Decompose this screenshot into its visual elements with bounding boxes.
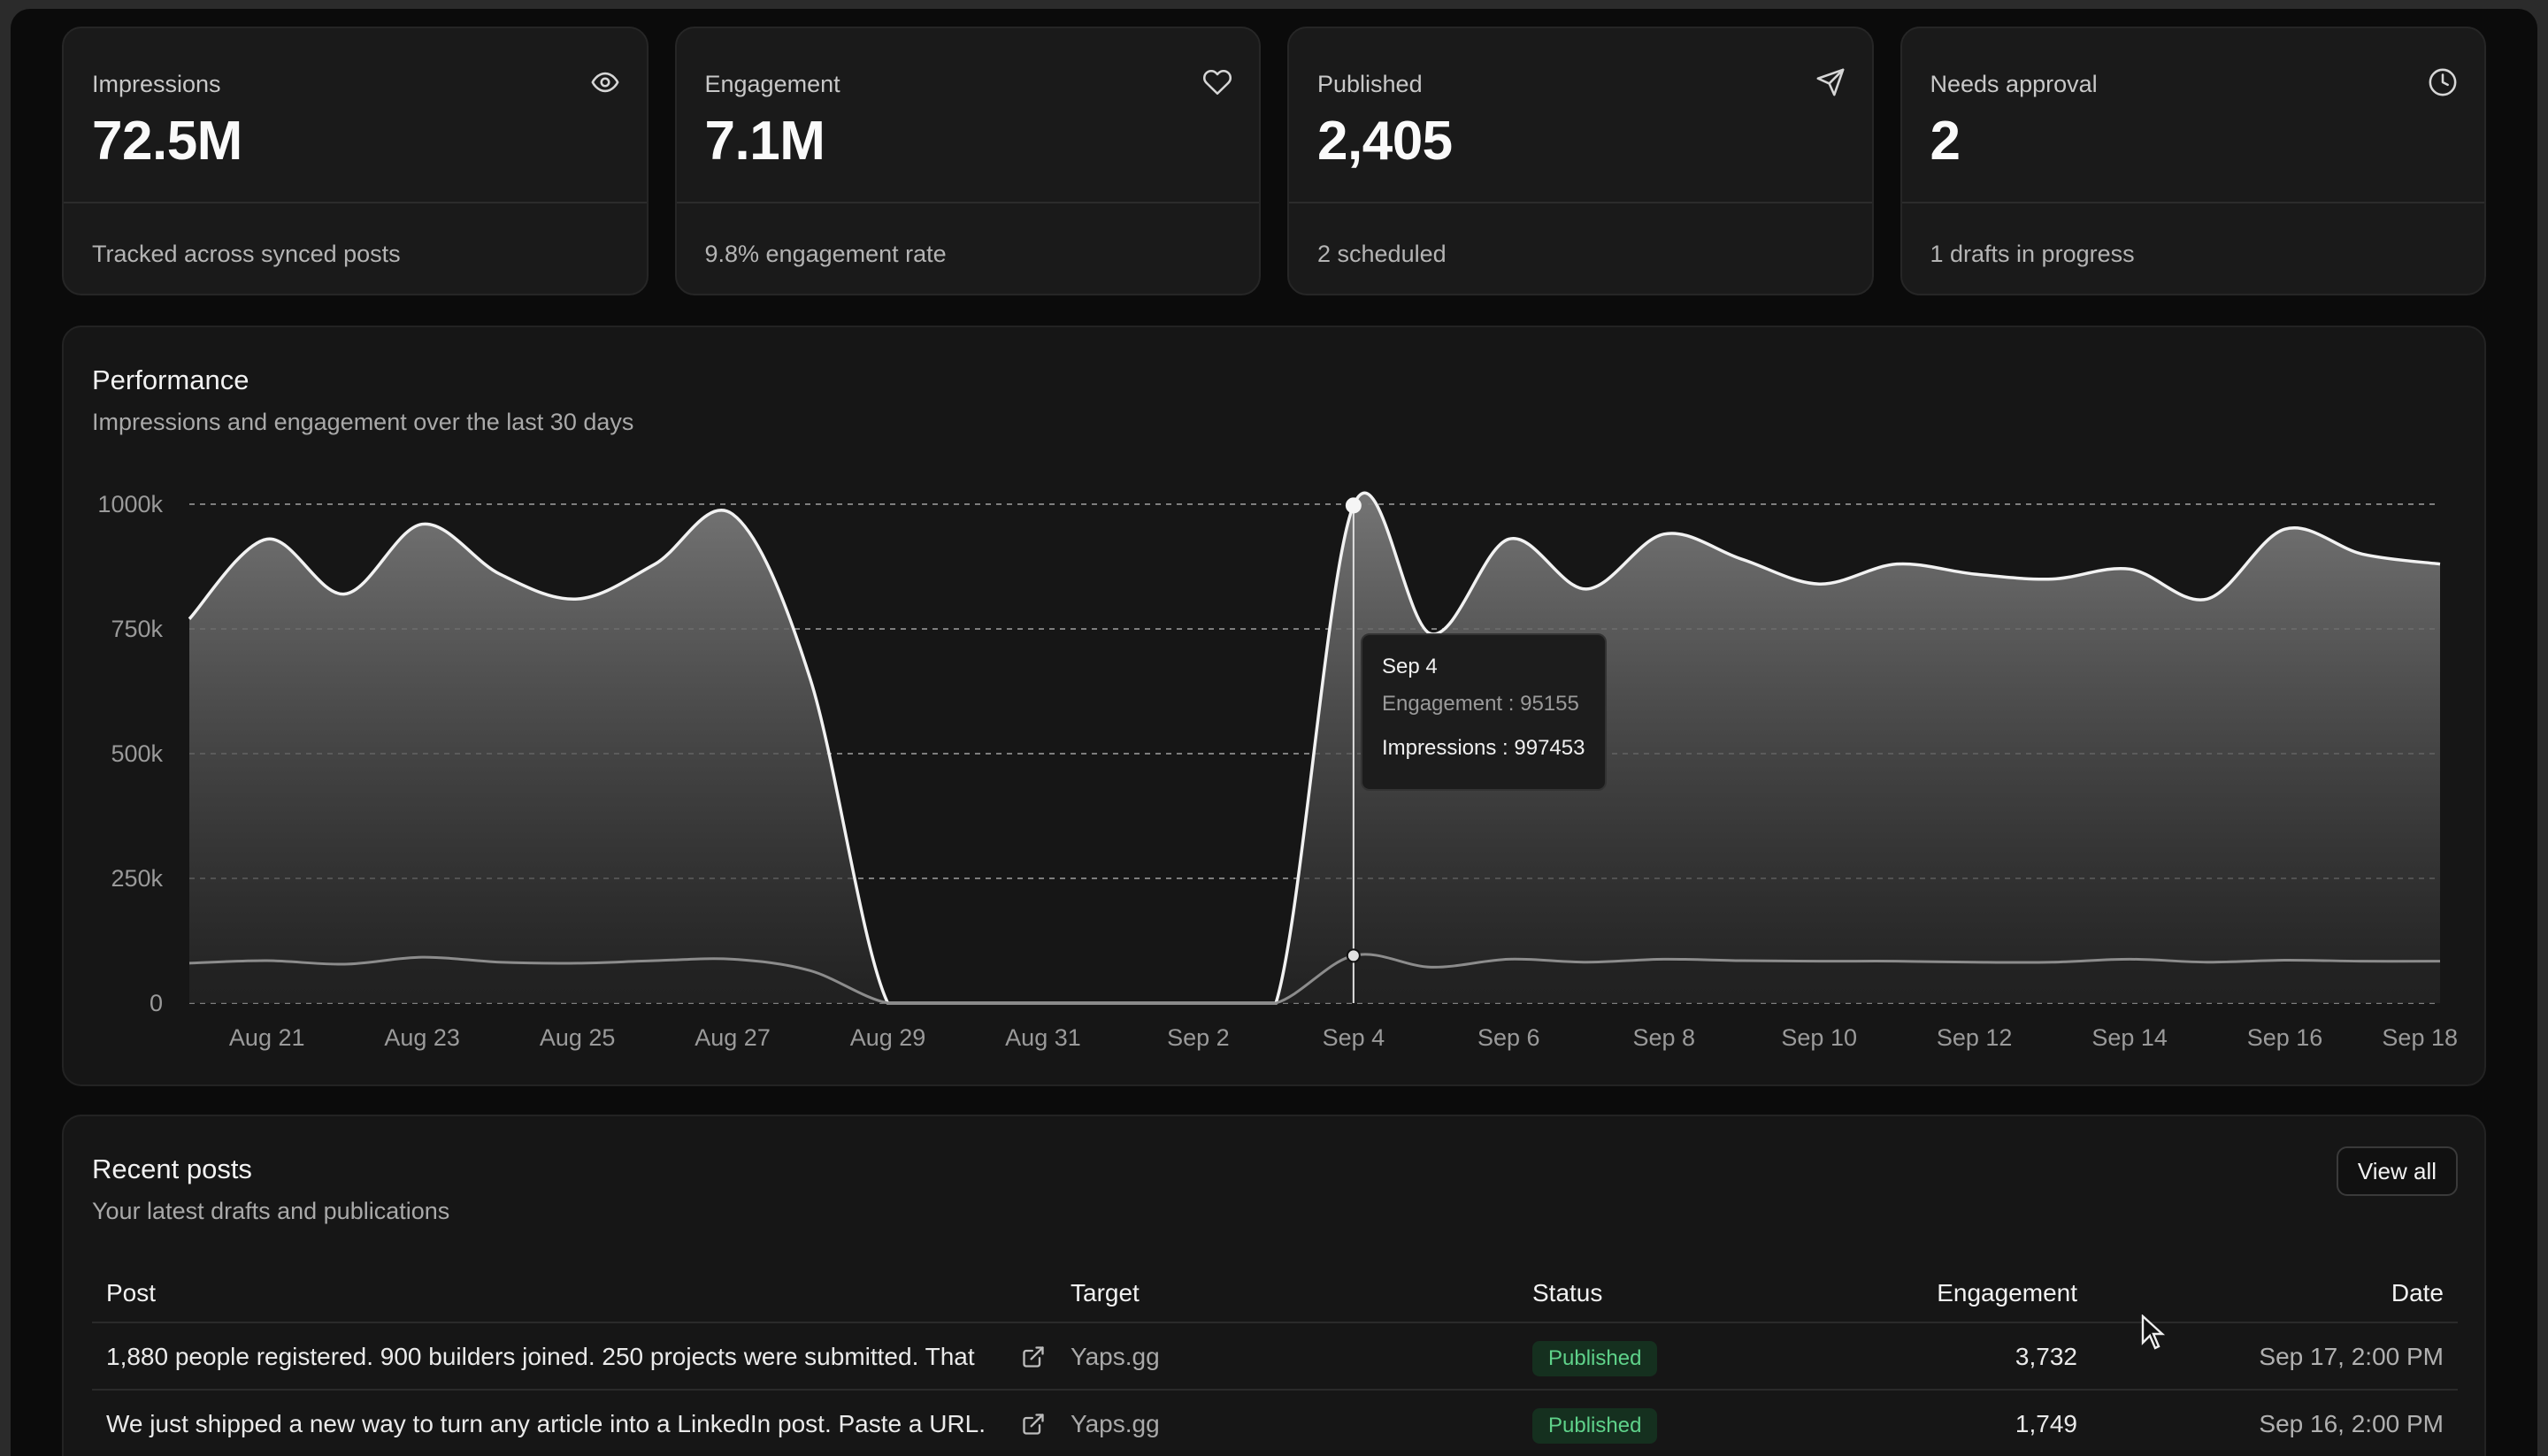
post-engagement: 3,732 — [2015, 1343, 2077, 1370]
x-tick-label: Aug 29 — [850, 1024, 926, 1051]
tooltip-impressions: Impressions : 997453 — [1382, 736, 1585, 760]
stats-row: Impressions 72.5M Tracked across synced … — [62, 27, 2486, 295]
stat-value: 2,405 — [1317, 111, 1453, 172]
x-tick-label: Aug 27 — [695, 1024, 771, 1051]
tooltip-engagement: Engagement : 95155 — [1382, 692, 1579, 716]
posts-table: Post Target Status Engagement Date 1,880… — [92, 1267, 2458, 1456]
stat-label: Needs approval — [1930, 71, 2098, 97]
header-date: Date — [2391, 1279, 2444, 1307]
x-tick-label: Sep 16 — [2247, 1024, 2323, 1051]
recent-posts-panel: Recent posts Your latest drafts and publ… — [62, 1115, 2486, 1456]
chart-tooltip: Sep 4 Engagement : 95155 Impressions : 9… — [1361, 633, 1607, 791]
post-date: Sep 16, 2:00 PM — [2259, 1410, 2444, 1437]
stat-card-engagement: Engagement 7.1M 9.8% engagement rate — [674, 27, 1261, 295]
clock-icon — [2429, 68, 2457, 96]
x-tick-label: Sep 12 — [1937, 1024, 2013, 1051]
stat-card-published: Published 2,405 2 scheduled — [1287, 27, 1874, 295]
y-tick-label: 1000k — [97, 491, 163, 517]
heart-icon — [1202, 69, 1232, 96]
app-window: Impressions 72.5M Tracked across synced … — [11, 9, 2537, 1456]
divider — [64, 202, 647, 203]
stat-label: Impressions — [92, 71, 221, 97]
divider — [1289, 202, 1872, 203]
external-link-icon[interactable] — [1021, 1345, 1046, 1369]
external-link-icon[interactable] — [1021, 1412, 1046, 1437]
stat-subtext: 1 drafts in progress — [1930, 241, 2135, 267]
view-all-button[interactable]: View all — [2336, 1146, 2458, 1196]
panel-subtitle: Your latest drafts and publications — [92, 1198, 450, 1224]
x-tick-label: Aug 25 — [540, 1024, 616, 1051]
stat-subtext: 9.8% engagement rate — [704, 241, 947, 267]
impressions-point — [1345, 497, 1362, 514]
table-row[interactable]: We just shipped a new way to turn any ar… — [92, 1391, 2458, 1456]
tooltip-date: Sep 4 — [1382, 655, 1438, 678]
table-row[interactable]: 1,880 people registered. 900 builders jo… — [92, 1323, 2458, 1391]
header-engagement: Engagement — [1937, 1279, 2077, 1307]
x-tick-label: Sep 4 — [1323, 1024, 1385, 1051]
panel-title: Performance — [92, 364, 249, 395]
panel-title: Recent posts — [92, 1153, 252, 1184]
stat-value: 2 — [1930, 111, 1961, 172]
x-tick-label: Sep 8 — [1632, 1024, 1695, 1051]
post-text: We just shipped a new way to turn any ar… — [106, 1410, 986, 1437]
panel-subtitle: Impressions and engagement over the last… — [92, 409, 634, 435]
header-status: Status — [1532, 1279, 1603, 1307]
y-tick-label: 0 — [150, 990, 163, 1016]
stat-subtext: 2 scheduled — [1317, 241, 1447, 267]
stat-card-needs-approval: Needs approval 2 1 drafts in progress — [1899, 27, 2486, 295]
x-tick-label: Sep 6 — [1477, 1024, 1540, 1051]
x-tick-label: Sep 10 — [1781, 1024, 1857, 1051]
performance-panel: Performance Impressions and engagement o… — [62, 326, 2486, 1086]
status-cell: Published — [1532, 1323, 1658, 1391]
stat-value: 72.5M — [92, 111, 242, 172]
stat-card-impressions: Impressions 72.5M Tracked across synced … — [62, 27, 649, 295]
send-icon — [1816, 68, 1844, 96]
header-target: Target — [1071, 1279, 1140, 1307]
table-header: Post Target Status Engagement Date — [92, 1267, 2458, 1323]
mouse-cursor-icon — [2141, 1314, 2166, 1350]
header-post: Post — [106, 1279, 157, 1307]
impressions-line — [188, 491, 2441, 1005]
divider — [1901, 202, 2484, 203]
status-cell: Published — [1532, 1391, 1658, 1456]
post-target: Yaps.gg — [1071, 1343, 1160, 1370]
engagement-line — [188, 953, 2441, 1005]
post-date: Sep 17, 2:00 PM — [2259, 1343, 2444, 1370]
post-engagement: 1,749 — [2015, 1410, 2077, 1437]
divider — [676, 202, 1259, 203]
x-tick-label: Sep 14 — [2091, 1024, 2168, 1051]
engagement-point — [1346, 948, 1361, 963]
x-tick-label: Sep 18 — [2382, 1024, 2458, 1051]
post-target: Yaps.gg — [1071, 1410, 1160, 1437]
x-tick-label: Aug 31 — [1005, 1024, 1081, 1051]
y-tick-label: 750k — [111, 616, 163, 642]
y-tick-label: 500k — [111, 740, 163, 767]
x-tick-label: Aug 23 — [384, 1024, 460, 1051]
performance-chart[interactable]: 0 250k 500k 750k 1000k Aug 21 Aug 23 Aug 25 Aug … — [64, 327, 2488, 1088]
post-text: 1,880 people registered. 900 builders jo… — [106, 1343, 975, 1370]
stat-label: Engagement — [704, 71, 840, 97]
status-badge: Published — [1532, 1408, 1658, 1444]
x-tick-label: Aug 21 — [229, 1024, 305, 1051]
eye-icon — [591, 72, 618, 93]
stat-subtext: Tracked across synced posts — [92, 241, 401, 267]
status-badge: Published — [1532, 1341, 1658, 1376]
stat-label: Published — [1317, 71, 1423, 97]
y-tick-label: 250k — [111, 865, 163, 892]
x-tick-label: Sep 2 — [1167, 1024, 1230, 1051]
stat-value: 7.1M — [704, 111, 825, 172]
